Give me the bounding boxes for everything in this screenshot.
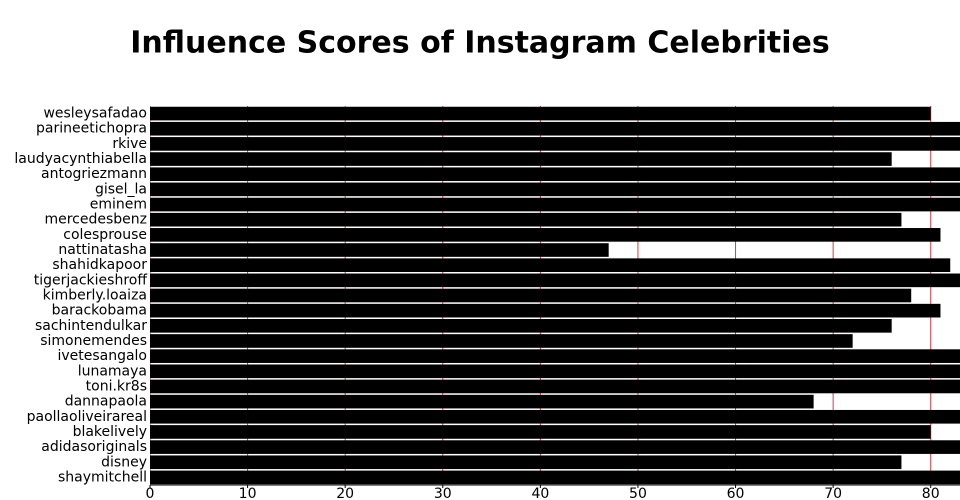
bar xyxy=(150,303,941,318)
y-tick-label: gisel_la xyxy=(95,181,147,197)
y-tick-label: mercedesbenz xyxy=(44,212,147,228)
bar xyxy=(150,364,960,379)
bar xyxy=(150,273,960,288)
bar xyxy=(150,212,902,227)
x-tick-label: 40 xyxy=(531,486,549,500)
x-tick-label: 10 xyxy=(239,486,257,500)
bar xyxy=(150,394,814,409)
bar xyxy=(150,106,931,121)
bar xyxy=(150,379,960,394)
x-tick-label: 60 xyxy=(727,486,745,500)
x-tick-label: 0 xyxy=(146,486,155,500)
y-tick-label: eminem xyxy=(90,197,147,213)
bars xyxy=(150,106,960,485)
y-tick-label: paollaoliveirareal xyxy=(27,409,147,425)
x-tick-label: 50 xyxy=(629,486,647,500)
bar xyxy=(150,137,960,151)
chart-title: Influence Scores of Instagram Celebritie… xyxy=(130,26,830,61)
y-tick-label: antogriezmann xyxy=(41,166,147,182)
bar xyxy=(150,470,960,485)
bar xyxy=(150,243,609,257)
y-tick-label: ivetesangalo xyxy=(57,348,147,364)
y-tick-label: laudyacynthiabella xyxy=(14,151,147,167)
y-tick-label: shaymitchell xyxy=(58,469,147,485)
bar xyxy=(150,425,931,439)
y-tick-label: barackobama xyxy=(52,303,147,319)
y-tick-label: lunamaya xyxy=(78,363,147,379)
bar xyxy=(150,318,892,333)
y-tick-label: blakelively xyxy=(73,424,147,440)
y-tick-label: colesprouse xyxy=(63,227,147,243)
y-tick-label: adidasoriginals xyxy=(41,439,147,455)
y-tick-label: dannapaola xyxy=(65,394,147,410)
x-tick-label: 70 xyxy=(824,486,842,500)
bar xyxy=(150,288,912,303)
bar xyxy=(150,228,941,242)
bar xyxy=(150,409,960,424)
bar xyxy=(150,167,960,182)
y-tick-label: disney xyxy=(101,454,147,470)
y-tick-label: nattinatasha xyxy=(58,242,147,258)
y-tick-label: shahidkapoor xyxy=(52,257,147,273)
y-tick-label: parineetichopra xyxy=(36,121,147,137)
y-tick-label: wesleysafadao xyxy=(43,106,147,122)
x-tick-label: 80 xyxy=(922,486,940,500)
x-tick-label: 30 xyxy=(434,486,452,500)
y-tick-label: kimberly.loaiza xyxy=(43,288,147,304)
bar xyxy=(150,182,960,197)
y-tick-label: toni.kr8s xyxy=(86,378,147,394)
bar xyxy=(150,440,960,454)
y-tick-label: simonemendes xyxy=(40,333,147,349)
y-tick-label: tigerjackieshroff xyxy=(34,272,148,288)
bar xyxy=(150,152,892,166)
y-tick-label: rkive xyxy=(112,136,147,152)
bar xyxy=(150,349,960,363)
bar xyxy=(150,121,960,136)
x-tick-label: 20 xyxy=(336,486,354,500)
bar xyxy=(150,197,960,212)
bar xyxy=(150,334,853,348)
bar xyxy=(150,258,951,273)
bar xyxy=(150,455,902,470)
y-tick-label: sachintendulkar xyxy=(35,318,147,334)
